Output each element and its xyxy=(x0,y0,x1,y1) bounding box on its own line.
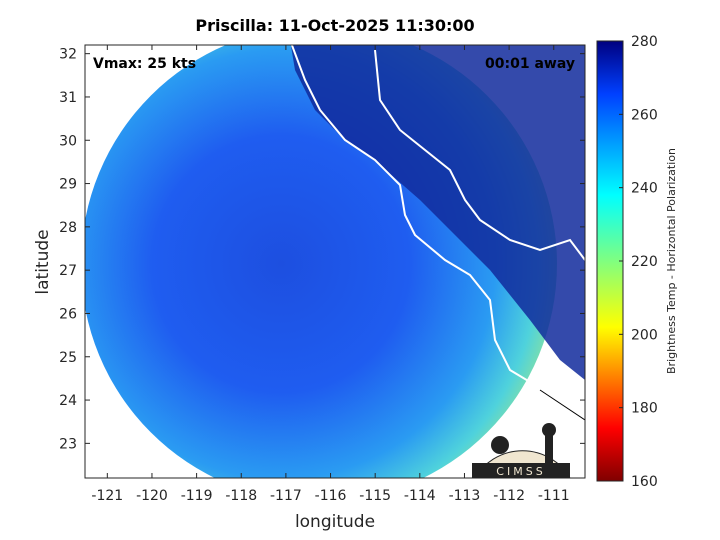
x-axis-label: longitude xyxy=(295,512,375,532)
vmax-annotation: Vmax: 25 kts xyxy=(93,56,196,72)
y-tick-label: 28 xyxy=(59,220,77,236)
y-tick-label: 32 xyxy=(59,47,77,63)
colorbar-tick-label: 260 xyxy=(631,107,658,123)
y-axis-label: latitude xyxy=(33,229,53,294)
y-tick-label: 27 xyxy=(59,263,77,279)
colorbar-label: Brightness Temp - Horizontal Polarizatio… xyxy=(665,148,678,374)
logo-text: CIMSS xyxy=(496,465,545,478)
logo: CIMSS xyxy=(472,423,571,479)
y-tick-label: 30 xyxy=(59,133,77,149)
y-tick-label: 31 xyxy=(59,90,77,106)
x-tick-label: -111 xyxy=(538,488,570,504)
y-tick-label: 24 xyxy=(59,393,77,409)
x-tick-label: -119 xyxy=(181,488,213,504)
coastline xyxy=(290,45,585,396)
colorbar-tick-label: 160 xyxy=(631,474,658,490)
y-tick-label: 25 xyxy=(59,350,77,366)
axes-box xyxy=(84,44,586,479)
x-tick-label: -120 xyxy=(136,488,168,504)
x-tick-label: -121 xyxy=(91,488,123,504)
x-tick-label: -115 xyxy=(359,488,391,504)
x-tick-label: -118 xyxy=(225,488,257,504)
coastline-inner xyxy=(374,49,585,261)
chart-title: Priscilla: 11-Oct-2025 11:30:00 xyxy=(195,16,474,35)
plot-area xyxy=(85,45,585,478)
x-tick-label: -114 xyxy=(404,488,436,504)
x-tick-label: -113 xyxy=(449,488,481,504)
border-line xyxy=(539,389,585,421)
y-tick-label: 29 xyxy=(59,177,77,193)
x-tick-label: -117 xyxy=(270,488,302,504)
time-away-annotation: 00:01 away xyxy=(485,56,575,72)
x-tick-label: -112 xyxy=(493,488,525,504)
colorbar-tick-label: 220 xyxy=(631,254,658,270)
x-tick-label: -116 xyxy=(315,488,347,504)
colorbar-tick-label: 240 xyxy=(631,181,658,197)
colorbar-tick-label: 200 xyxy=(631,327,658,343)
colorbar-tick-label: 180 xyxy=(631,401,658,417)
x-ticks: -121 -120 -119 -118 -117 -116 -115 -114 -113 -112… xyxy=(91,45,570,504)
colorbar-tick-label: 280 xyxy=(631,34,658,50)
warm-region xyxy=(290,45,585,380)
y-tick-label: 23 xyxy=(59,436,77,452)
y-ticks: 23 24 25 26 27 28 29 30 31 32 xyxy=(59,47,585,452)
colorbar-ticks: 160 180 200 220 240 260 280 xyxy=(619,34,658,490)
y-tick-label: 26 xyxy=(59,306,77,322)
